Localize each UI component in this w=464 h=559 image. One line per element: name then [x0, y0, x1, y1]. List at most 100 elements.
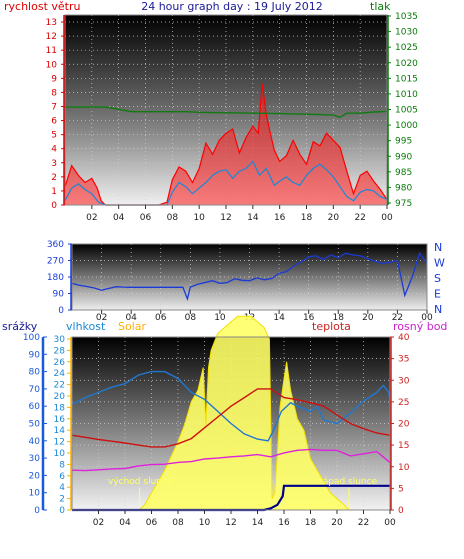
compass-point-label: E: [434, 288, 441, 301]
pressure-series-line: [65, 106, 388, 119]
solar-tick-label: 20: [54, 392, 66, 402]
pressure-tick-label: 995: [395, 137, 412, 147]
climate-time-tick-label: 08: [172, 518, 184, 528]
solar-tick-label: 4: [59, 483, 65, 493]
climate-time-tick-label: 04: [119, 518, 131, 528]
wind-time-tick-label: 22: [354, 213, 365, 223]
temperature-series-line: [71, 388, 391, 448]
temperature-tick-label: 20: [398, 420, 410, 430]
direction-time-tick-label: 08: [185, 313, 197, 323]
temperature-tick-label: 30: [398, 376, 410, 386]
wind-time-tick-label: 12: [220, 213, 231, 223]
humidity-axis-title: vlhkost: [66, 320, 106, 333]
pressure-axis-title: tlak: [370, 0, 391, 13]
direction-time-tick-label: 18: [333, 313, 345, 323]
pressure-tick-label: 1010: [395, 90, 418, 100]
sunrise-label: východ slunce: [108, 477, 173, 487]
direction-time-tick-label: 22: [392, 313, 403, 323]
direction-time-tick-label: 14: [273, 313, 285, 323]
solar-tick-label: 12: [54, 438, 65, 448]
solar-tick-label: 10: [54, 449, 66, 459]
wind-time-tick-label: 06: [140, 213, 152, 223]
wind-time-tick-label: 04: [113, 213, 125, 223]
wind-speed-tick-label: 13: [46, 18, 57, 28]
wind-speed-tick-label: 3: [51, 159, 57, 169]
temperature-tick-label: 40: [398, 333, 410, 343]
solar-tick-label: 28: [54, 346, 66, 356]
direction-degree-axis: 0 90 180 270 360: [47, 240, 72, 316]
solar-tick-label: 24: [54, 369, 66, 379]
direction-time-tick-label: 20: [362, 313, 374, 323]
solar-tick-label: 26: [54, 358, 66, 368]
wind-speed-tick-label: 0: [51, 201, 57, 211]
compass-point-label: N: [434, 303, 442, 316]
wind-speed-tick-label: 9: [51, 74, 57, 84]
direction-time-tick-label: 16: [303, 313, 315, 323]
solar-tick-label: 22: [54, 381, 65, 391]
humidity-series-line: [71, 370, 391, 442]
wind-time-tick-label: 02: [86, 213, 97, 223]
direction-time-tick-label: 06: [155, 313, 167, 323]
wind-speed-tick-label: 8: [51, 88, 57, 98]
rain-tick-label: 30: [29, 454, 41, 464]
pressure-tick-label: 1015: [395, 74, 418, 84]
solar-tick-label: 16: [54, 415, 66, 425]
rain-tick-label: 70: [29, 385, 41, 395]
pressure-tick-label: 1020: [395, 59, 418, 69]
rain-tick-label: 20: [29, 471, 41, 481]
direction-degree-tick-label: 90: [53, 290, 65, 300]
direction-time-tick-label: 02: [96, 313, 107, 323]
temperature-axis-title: teplota: [312, 320, 351, 333]
sunset-label: západ slunce: [318, 477, 378, 487]
pressure-tick-label: 1030: [395, 28, 418, 38]
direction-time-tick-label: 00: [421, 313, 433, 323]
climate-time-tick-label: 10: [199, 518, 211, 528]
wind-direction-series-line: [71, 251, 428, 302]
solar-tick-label: 8: [59, 460, 65, 470]
climate-series: [71, 315, 391, 512]
wind-speed-axis-title: rychlost větru: [4, 0, 80, 13]
temperature-tick-label: 15: [398, 441, 409, 451]
wind-time-tick-label: 16: [274, 213, 286, 223]
wind-time-axis: 02 04 06 08 10 12 14 16 18 20 22 00: [86, 205, 393, 223]
temperature-tick-label: 5: [398, 484, 404, 494]
solar-tick-label: 30: [54, 335, 66, 345]
direction-time-tick-label: 04: [125, 313, 137, 323]
dew-point-axis-title: rosný bod: [393, 320, 447, 333]
direction-degree-tick-label: 360: [47, 240, 64, 250]
pressure-tick-label: 1035: [395, 12, 418, 22]
temperature-tick-label: 35: [398, 355, 409, 365]
rain-tick-label: 10: [29, 489, 41, 499]
pressure-tick-label: 985: [395, 168, 412, 178]
temperature-tick-label: 25: [398, 398, 409, 408]
climate-time-tick-label: 18: [305, 518, 317, 528]
solar-tick-label: 18: [54, 403, 66, 413]
climate-time-tick-label: 14: [252, 518, 264, 528]
pressure-tick-label: 990: [395, 152, 412, 162]
wind-speed-tick-label: 5: [51, 131, 57, 141]
climate-time-tick-label: 20: [331, 518, 343, 528]
wind-speed-tick-label: 12: [46, 32, 57, 42]
climate-time-tick-label: 22: [358, 518, 369, 528]
rain-tick-label: 90: [29, 350, 41, 360]
solar-tick-label: 6: [59, 472, 65, 482]
pressure-tick-label: 980: [395, 183, 412, 193]
rain-tick-label: 50: [29, 420, 41, 430]
rain-tick-label: 80: [29, 368, 41, 378]
temperature-humidity-panel: 0102030405060708090100024681012141618202…: [2, 315, 447, 528]
wind-speed-tick-label: 7: [51, 102, 57, 112]
pressure-tick-label: 1000: [395, 121, 418, 131]
climate-time-tick-label: 12: [225, 518, 236, 528]
temperature-tick-label: 0: [398, 506, 404, 516]
pressure-tick-label: 975: [395, 199, 412, 209]
wind-speed-tick-label: 11: [46, 46, 57, 56]
solar-axis-title: Solar: [118, 320, 147, 333]
pressure-tick-label: 1005: [395, 106, 418, 116]
climate-time-tick-label: 02: [93, 518, 104, 528]
wind-speed-tick-label: 2: [51, 173, 57, 183]
